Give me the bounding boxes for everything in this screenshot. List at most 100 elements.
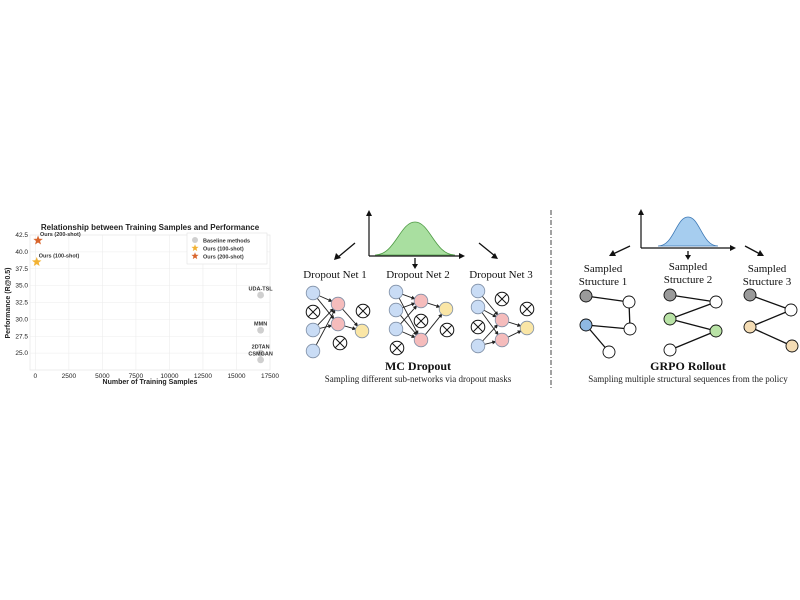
structure-node <box>602 345 616 359</box>
structure-node <box>709 324 723 338</box>
mc-dropout-caption: Sampling different sub-networks via drop… <box>325 374 512 384</box>
baseline-point <box>257 326 265 334</box>
x-tick-label: 2500 <box>62 373 77 380</box>
structure-1-label-line2: Structure 1 <box>579 276 628 288</box>
structure-node <box>622 295 636 309</box>
mc-distribution-curve <box>374 221 456 256</box>
neuron <box>330 296 346 312</box>
x-tick-label: 15000 <box>227 373 245 380</box>
mc-branch-arrowhead-right <box>491 253 498 259</box>
dropped-neuron-icon <box>332 335 348 351</box>
structure-3-label-line2: Structure 3 <box>743 276 792 288</box>
net-connection <box>400 314 417 334</box>
net-connection <box>317 309 333 326</box>
baseline-point-label: UDA-TSL <box>249 287 274 293</box>
dropped-neuron-icon <box>413 313 429 329</box>
mc-dropout-diagram: Dropout Net 1 Dropout Net 2 Dropout Net … <box>303 210 535 384</box>
grpo-branch-arrowhead-mid <box>685 255 691 260</box>
ours-star-point <box>31 257 42 267</box>
dropout-networks <box>305 283 535 359</box>
baseline-point-label: 2DTAN <box>252 345 270 351</box>
net-connection-arrowhead <box>494 330 499 336</box>
net-connection-arrowhead <box>438 313 443 318</box>
structure-edge <box>669 294 717 303</box>
dropout-net-3-label: Dropout Net 3 <box>469 269 533 281</box>
mc-branch-arrowhead-mid <box>412 264 418 269</box>
mc-branch-arrow-left <box>336 242 356 259</box>
sampled-structure-3 <box>743 288 799 353</box>
structure-node <box>579 318 593 332</box>
scatter-chart: Relationship between Training Samples an… <box>5 223 279 386</box>
grpo-branch-arrow-left <box>612 245 631 255</box>
mc-dropout-title: MC Dropout <box>385 359 451 373</box>
neuron <box>388 321 404 337</box>
net-connection <box>508 321 520 326</box>
x-tick-label: 5000 <box>95 373 110 380</box>
grpo-dist-y-arrowhead <box>638 209 644 215</box>
structure-edge <box>669 318 717 332</box>
net-connection-arrowhead <box>353 322 359 327</box>
neuron <box>519 320 535 336</box>
net-connection <box>481 312 498 334</box>
sampled-structure-1 <box>579 289 637 359</box>
dropout-net-2 <box>388 284 455 356</box>
structure-node <box>785 339 799 353</box>
y-tick-label: 27.5 <box>15 333 28 340</box>
structure-edge <box>749 326 793 347</box>
sampled-structures <box>579 288 799 359</box>
x-tick-label: 17500 <box>261 373 279 380</box>
structure-node <box>579 289 593 303</box>
dropped-neuron-icon <box>439 322 455 338</box>
net-connection-arrowhead <box>413 331 418 336</box>
neuron <box>388 284 404 300</box>
net-connection-arrowhead <box>329 308 335 313</box>
neuron <box>494 332 510 348</box>
mc-dist-y-arrowhead <box>366 210 372 216</box>
dropped-neuron-icon <box>519 301 535 317</box>
neuron <box>413 293 429 309</box>
y-tick-label: 35.0 <box>15 283 28 290</box>
dropped-neuron-icon <box>494 291 510 307</box>
baseline-point-label: CSMGAN <box>248 351 272 357</box>
net-connection-arrowhead <box>493 324 499 329</box>
grpo-branch-arrowhead-right <box>757 250 764 256</box>
structure-node <box>709 295 723 309</box>
structure-edge <box>585 295 630 303</box>
legend-marker-200shot <box>191 252 199 260</box>
structure-node <box>784 303 798 317</box>
neuron <box>470 338 486 354</box>
net-connection <box>400 306 416 325</box>
mc-branch-arrow-right <box>478 242 496 257</box>
grpo-rollout-title: GRPO Rollout <box>650 359 726 373</box>
y-tick-label: 25.0 <box>15 350 28 357</box>
net-connection <box>427 302 439 307</box>
net-connection <box>315 311 335 346</box>
x-axis-ticks: 0 2500 5000 7500 10000 12500 15000 17500 <box>34 373 280 380</box>
y-tick-label: 30.0 <box>15 316 28 323</box>
net-connection <box>342 308 357 326</box>
legend: Baseline methods Ours (100-shot) Ours (2… <box>186 232 268 265</box>
neuron <box>438 301 454 317</box>
legend-marker-baseline <box>192 237 198 243</box>
baseline-point <box>257 291 265 299</box>
legend-label-100shot: Ours (100-shot) <box>203 247 244 253</box>
structure-node <box>743 320 757 334</box>
x-tick-label: 0 <box>34 373 38 380</box>
net-connection <box>424 315 442 335</box>
net-connection <box>481 295 498 314</box>
y-axis-ticks: 25.0 27.5 30.0 32.5 35.0 37.5 40.0 42.5 <box>15 232 28 357</box>
legend-label-200shot: Ours (200-shot) <box>203 255 244 261</box>
net-connection-arrowhead <box>330 315 335 320</box>
y-axis-label: Performance (R@0.5) <box>5 267 12 338</box>
dropped-neuron-icon <box>355 303 371 319</box>
x-tick-label: 12500 <box>194 373 212 380</box>
structure-1-label-line1: Sampled <box>584 263 623 275</box>
structure-edge <box>749 294 792 311</box>
x-tick-label: 7500 <box>129 373 144 380</box>
x-axis-label: Number of Training Samples <box>103 379 198 386</box>
net-connection <box>402 303 414 309</box>
structure-2-label-line2: Structure 2 <box>664 274 713 286</box>
dropped-neuron-icon <box>470 319 486 335</box>
dropped-neuron-icon <box>389 340 405 356</box>
